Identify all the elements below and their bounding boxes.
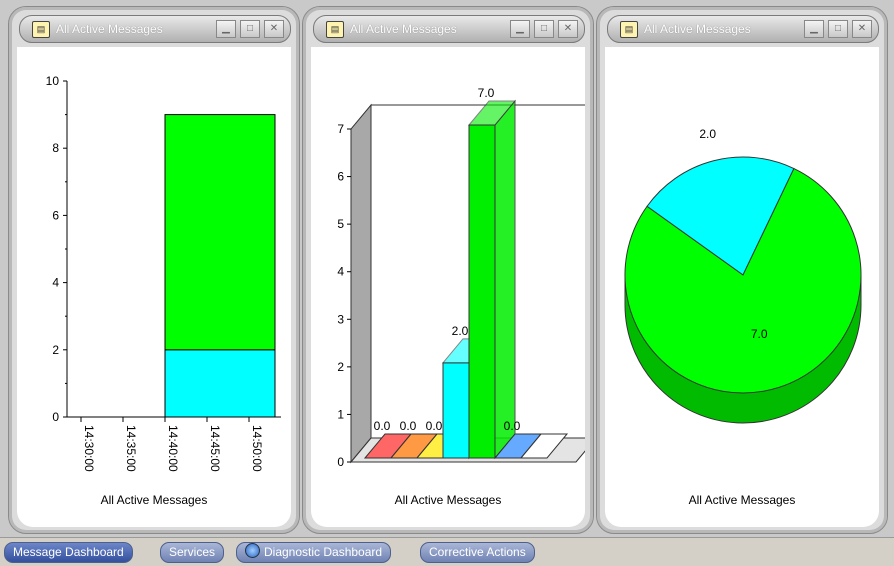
- close-icon[interactable]: ✕: [852, 20, 872, 38]
- x-tick-label: 14:45:00: [208, 425, 222, 472]
- pie-slice-label: 7.0: [751, 327, 768, 341]
- bar-value-label: 0.0: [374, 419, 391, 433]
- y-tick-label: 8: [52, 141, 59, 155]
- y-tick-label: 0: [337, 455, 344, 469]
- bar-front: [468, 124, 496, 459]
- stacked-bar-chart: 0 2 4 6 8 10 14:30:00 14:35:00 14:40:00 14:45:00 1…: [46, 74, 281, 472]
- y-tick-label: 3: [337, 312, 344, 326]
- minimize-icon[interactable]: ▁: [804, 20, 824, 38]
- bar-front: [442, 362, 470, 459]
- x-tick-label: 14:35:00: [124, 425, 138, 472]
- y-tick-label: 10: [46, 74, 60, 88]
- 3d-pie-chart: 2.0 7.0: [624, 127, 862, 424]
- panel-title: All Active Messages: [56, 22, 163, 36]
- left-wall: [350, 103, 372, 464]
- panel-title: All Active Messages: [644, 22, 751, 36]
- y-tick-label: 5: [337, 217, 344, 231]
- tab-corrective-actions[interactable]: Corrective Actions: [420, 542, 535, 563]
- chart-panel-2: ▤ All Active Messages ▁ □ ✕ 0 1 2 3 4 5 6 7 0.0 0…: [302, 6, 598, 534]
- close-icon[interactable]: ✕: [264, 20, 284, 38]
- tab-services[interactable]: Services: [160, 542, 225, 563]
- y-tick-label: 7: [337, 122, 344, 136]
- panel-title: All Active Messages: [350, 22, 457, 36]
- address-book-icon: ▤: [620, 21, 638, 38]
- bar-flat: [519, 433, 569, 459]
- plot-area: 0 2 4 6 8 10 14:30:00 14:35:00 14:40:00 14:45:00 1…: [17, 47, 291, 527]
- bar-segment: [164, 349, 276, 418]
- chart-caption: All Active Messages: [688, 493, 796, 507]
- y-tick-label: 4: [52, 276, 59, 290]
- globe-icon: [245, 543, 260, 558]
- bar-value-label: 0.0: [504, 419, 521, 433]
- chart-caption: All Active Messages: [100, 493, 208, 507]
- pie-slice-label: 2.0: [699, 127, 716, 141]
- y-tick-label: 6: [52, 208, 59, 222]
- y-tick-label: 6: [337, 170, 344, 184]
- y-tick-label: 1: [337, 407, 344, 421]
- tab-message-dashboard[interactable]: Message Dashboard: [4, 542, 133, 563]
- minimize-icon[interactable]: ▁: [216, 20, 236, 38]
- tab-label: Diagnostic Dashboard: [264, 545, 383, 559]
- x-tick-label: 14:40:00: [166, 425, 180, 472]
- close-icon[interactable]: ✕: [558, 20, 578, 38]
- chart-caption: All Active Messages: [394, 493, 502, 507]
- bar-value-label: 2.0: [452, 324, 469, 338]
- panel-titlebar[interactable]: ▤ All Active Messages ▁ □ ✕: [313, 15, 585, 43]
- minimize-icon[interactable]: ▁: [510, 20, 530, 38]
- maximize-icon[interactable]: □: [828, 20, 848, 38]
- tab-diagnostic-dashboard[interactable]: Diagnostic Dashboard: [236, 542, 392, 563]
- plot-area: 0 1 2 3 4 5 6 7 0.0 0.0 0.0 2.0 7.0 0.0 All Active Me…: [311, 47, 598, 527]
- y-tick-label: 4: [337, 265, 344, 279]
- maximize-icon[interactable]: □: [534, 20, 554, 38]
- y-tick-label: 2: [52, 343, 59, 357]
- maximize-icon[interactable]: □: [240, 20, 260, 38]
- bar-value-label: 0.0: [426, 419, 443, 433]
- y-tick-label: 2: [337, 360, 344, 374]
- x-tick-label: 14:50:00: [250, 425, 264, 472]
- x-tick-label: 14:30:00: [82, 425, 96, 472]
- bar-side: [494, 99, 516, 460]
- dashboard-area: ▤ All Active Messages ▁ □ ✕ 0 2 4 6 8 10 14:30…: [0, 0, 894, 537]
- panel-titlebar[interactable]: ▤ All Active Messages ▁ □ ✕: [607, 15, 879, 43]
- address-book-icon: ▤: [326, 21, 344, 38]
- tab-label: Corrective Actions: [429, 545, 526, 559]
- bar-segment: [164, 114, 276, 351]
- 3d-bar-chart: 0 1 2 3 4 5 6 7 0.0 0.0 0.0 2.0 7.0 0.0: [337, 86, 598, 469]
- bar-value-label: 0.0: [400, 419, 417, 433]
- pie-slice: [646, 156, 795, 276]
- plot-area: 2.0 7.0 All Active Messages: [605, 47, 879, 527]
- y-tick-label: 0: [52, 410, 59, 424]
- panel-titlebar[interactable]: ▤ All Active Messages ▁ □ ✕: [19, 15, 291, 43]
- address-book-icon: ▤: [32, 21, 50, 38]
- tab-label: Message Dashboard: [13, 545, 124, 559]
- tab-label: Services: [169, 545, 216, 559]
- bar-value-label: 7.0: [478, 86, 495, 100]
- bar-top: [467, 100, 517, 126]
- chart-panel-1: ▤ All Active Messages ▁ □ ✕ 0 2 4 6 8 10 14:30…: [8, 6, 300, 534]
- pie-slice: [624, 167, 862, 394]
- tab-bar: Message Dashboard Services Diagnostic Da…: [0, 537, 894, 566]
- chart-panel-3: ▤ All Active Messages ▁ □ ✕ 2.0 7.0 All A…: [596, 6, 888, 534]
